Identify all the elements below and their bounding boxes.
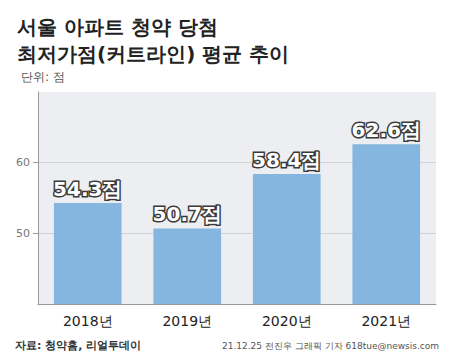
svg-text:단위: 점: 단위: 점 [21,70,65,84]
svg-text:서울 아파트 청약 당첨: 서울 아파트 청약 당첨 [17,15,218,39]
svg-text:58.4점: 58.4점 [252,148,321,172]
svg-text:최저가점(커트라인) 평균 추이: 최저가점(커트라인) 평균 추이 [17,42,289,66]
svg-text:자료: 청약홈, 리얼투데이: 자료: 청약홈, 리얼투데이 [15,339,141,352]
svg-text:21.12.25 전진우 그래픽 기자 618tue@new: 21.12.25 전진우 그래픽 기자 618tue@newsis.com [222,341,439,351]
svg-text:54.3점: 54.3점 [53,177,122,201]
svg-text:2020년: 2020년 [262,313,312,329]
svg-text:50.7점: 50.7점 [153,202,222,226]
svg-text:2021년: 2021년 [361,313,411,329]
svg-text:2018년: 2018년 [63,313,113,329]
svg-text:62.6점: 62.6점 [352,118,421,142]
svg-text:2019년: 2019년 [162,313,212,329]
svg-text:60: 60 [16,156,30,169]
svg-text:50: 50 [16,227,30,240]
